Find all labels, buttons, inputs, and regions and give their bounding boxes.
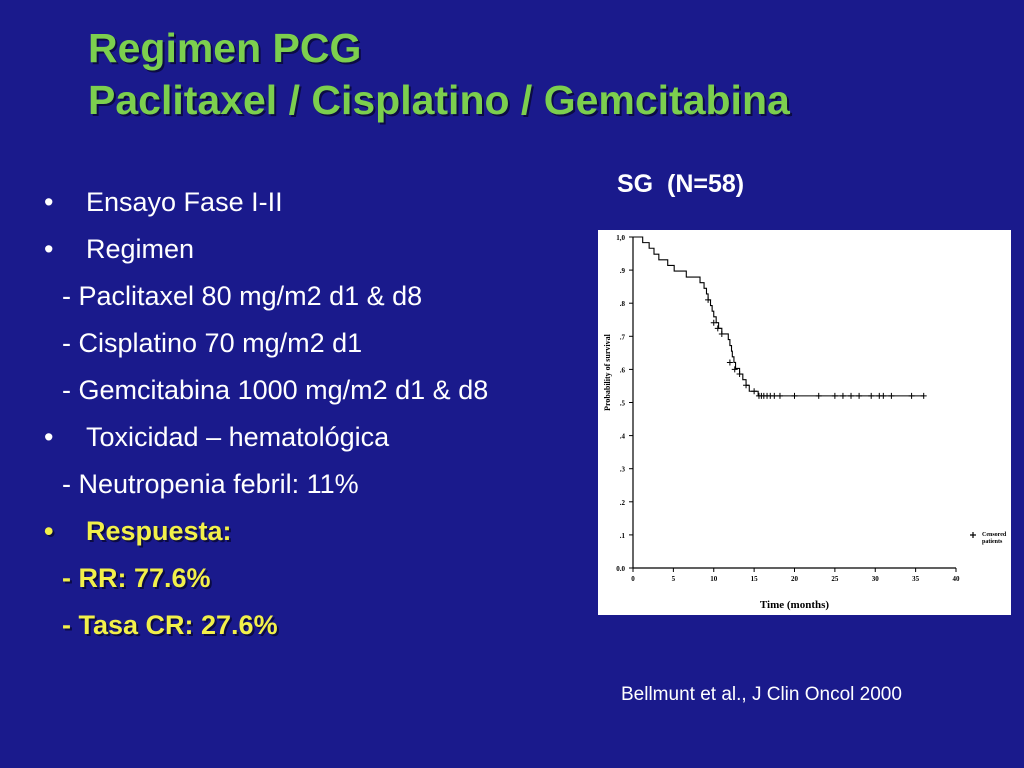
y-tick-label: 0.0	[616, 565, 625, 573]
censor-mark	[718, 330, 725, 337]
bullet-item: • Toxicidad – hematológica	[40, 421, 580, 453]
legend-label-line2: patients	[982, 539, 1003, 545]
censor-mark	[831, 392, 838, 399]
y-tick-label: .8	[620, 300, 626, 308]
sub-bullet-item: - Cisplatino 70 mg/m2 d1	[40, 327, 580, 359]
x-tick-label: 30	[872, 575, 880, 583]
survival-curve	[633, 236, 924, 397]
censor-mark	[856, 392, 863, 399]
survival-chart-panel: 0.0 .1 .2 .3 .4 .5 .6 .7 .8 .9 1,0 0 5 10 15 20 25 30 35 40…	[598, 230, 1011, 615]
bullet-dot-icon: •	[44, 422, 54, 452]
x-tick-label: 15	[751, 575, 759, 583]
bullet-item: • Regimen	[40, 233, 580, 265]
sub-bullet-text: - Tasa CR: 27.6%	[62, 610, 278, 640]
legend-censor-marker-icon	[970, 532, 976, 538]
slide-title-line2: Paclitaxel / Cisplatino / Gemcitabina	[88, 77, 790, 123]
legend-label-line1: Censored	[982, 532, 1007, 538]
citation: Bellmunt et al., J Clin Oncol 2000	[621, 684, 902, 705]
bullet-text: Regimen	[86, 234, 195, 264]
y-tick-label: .1	[620, 532, 626, 540]
bullet-item-highlight: • Respuesta:	[40, 515, 580, 547]
bullet-dot-icon: •	[44, 234, 54, 264]
y-tick-label: .9	[620, 267, 626, 275]
y-tick-label: .2	[620, 499, 626, 507]
y-axis-label: Probability of survival	[603, 333, 612, 411]
y-tick-label: 1,0	[616, 234, 625, 242]
censor-mark	[815, 392, 822, 399]
bullet-text: Toxicidad – hematológica	[86, 422, 390, 452]
censor-mark	[731, 366, 738, 373]
y-tick-label: .5	[620, 400, 626, 408]
x-tick-label: 40	[953, 575, 961, 583]
bullet-list: • Ensayo Fase I-II • Regimen - Paclitaxel …	[40, 186, 580, 656]
sub-bullet-text: - Cisplatino 70 mg/m2 d1	[62, 328, 363, 358]
censor-mark	[714, 325, 721, 332]
x-axis-label: Time (months)	[760, 599, 829, 611]
x-tick-label: 35	[912, 575, 920, 583]
sub-bullet-item-highlight: - RR: 77.6%	[40, 562, 580, 594]
sub-bullet-text: - RR: 77.6%	[62, 563, 211, 593]
censor-mark	[743, 382, 750, 389]
censor-mark	[751, 388, 758, 395]
censor-mark	[880, 392, 887, 399]
censor-mark	[868, 392, 875, 399]
slide-title-line1: Regimen PCG	[88, 25, 362, 71]
censor-mark	[908, 392, 915, 399]
censor-mark	[710, 319, 717, 326]
censor-mark	[848, 392, 855, 399]
bullet-item: • Ensayo Fase I-II	[40, 186, 580, 218]
sub-bullet-item: - Neutropenia febril: 11%	[40, 468, 580, 500]
y-tick-label: .7	[620, 333, 626, 341]
sub-bullet-item: - Paclitaxel 80 mg/m2 d1 & d8	[40, 280, 580, 312]
censor-mark	[705, 296, 712, 303]
censor-mark	[776, 392, 783, 399]
sub-bullet-text: - Neutropenia febril: 11%	[62, 469, 359, 499]
censor-mark	[736, 371, 743, 378]
sub-bullet-text: - Paclitaxel 80 mg/m2 d1 & d8	[62, 281, 423, 311]
slide-title: Regimen PCG Paclitaxel / Cisplatino / Ge…	[88, 22, 790, 126]
x-tick-label: 20	[791, 575, 799, 583]
censor-mark	[726, 359, 733, 366]
censor-mark	[920, 392, 927, 399]
y-tick-label: .4	[620, 433, 626, 441]
x-tick-label: 5	[672, 575, 676, 583]
sub-bullet-item: - Gemcitabina 1000 mg/m2 d1 & d8	[40, 374, 562, 406]
y-tick-label: .6	[620, 366, 626, 374]
survival-chart: 0.0 .1 .2 .3 .4 .5 .6 .7 .8 .9 1,0 0 5 10 15 20 25 30 35 40…	[603, 234, 1007, 611]
censor-mark	[771, 392, 778, 399]
censor-mark	[888, 392, 895, 399]
chart-heading: SG (N=58)	[617, 170, 745, 198]
bullet-dot-icon: •	[44, 187, 54, 217]
bullet-text: Respuesta:	[86, 516, 232, 546]
censor-mark	[839, 392, 846, 399]
sub-bullet-text: - Gemcitabina 1000 mg/m2 d1 & d8	[62, 375, 489, 405]
censor-mark	[791, 392, 798, 399]
sub-bullet-item-highlight: - Tasa CR: 27.6%	[40, 609, 580, 641]
x-tick-label: 0	[631, 575, 635, 583]
y-tick-label: .3	[620, 466, 626, 474]
x-tick-label: 10	[710, 575, 718, 583]
bullet-dot-icon: •	[44, 516, 54, 546]
x-tick-label: 25	[831, 575, 839, 583]
bullet-text: Ensayo Fase I-II	[86, 187, 283, 217]
